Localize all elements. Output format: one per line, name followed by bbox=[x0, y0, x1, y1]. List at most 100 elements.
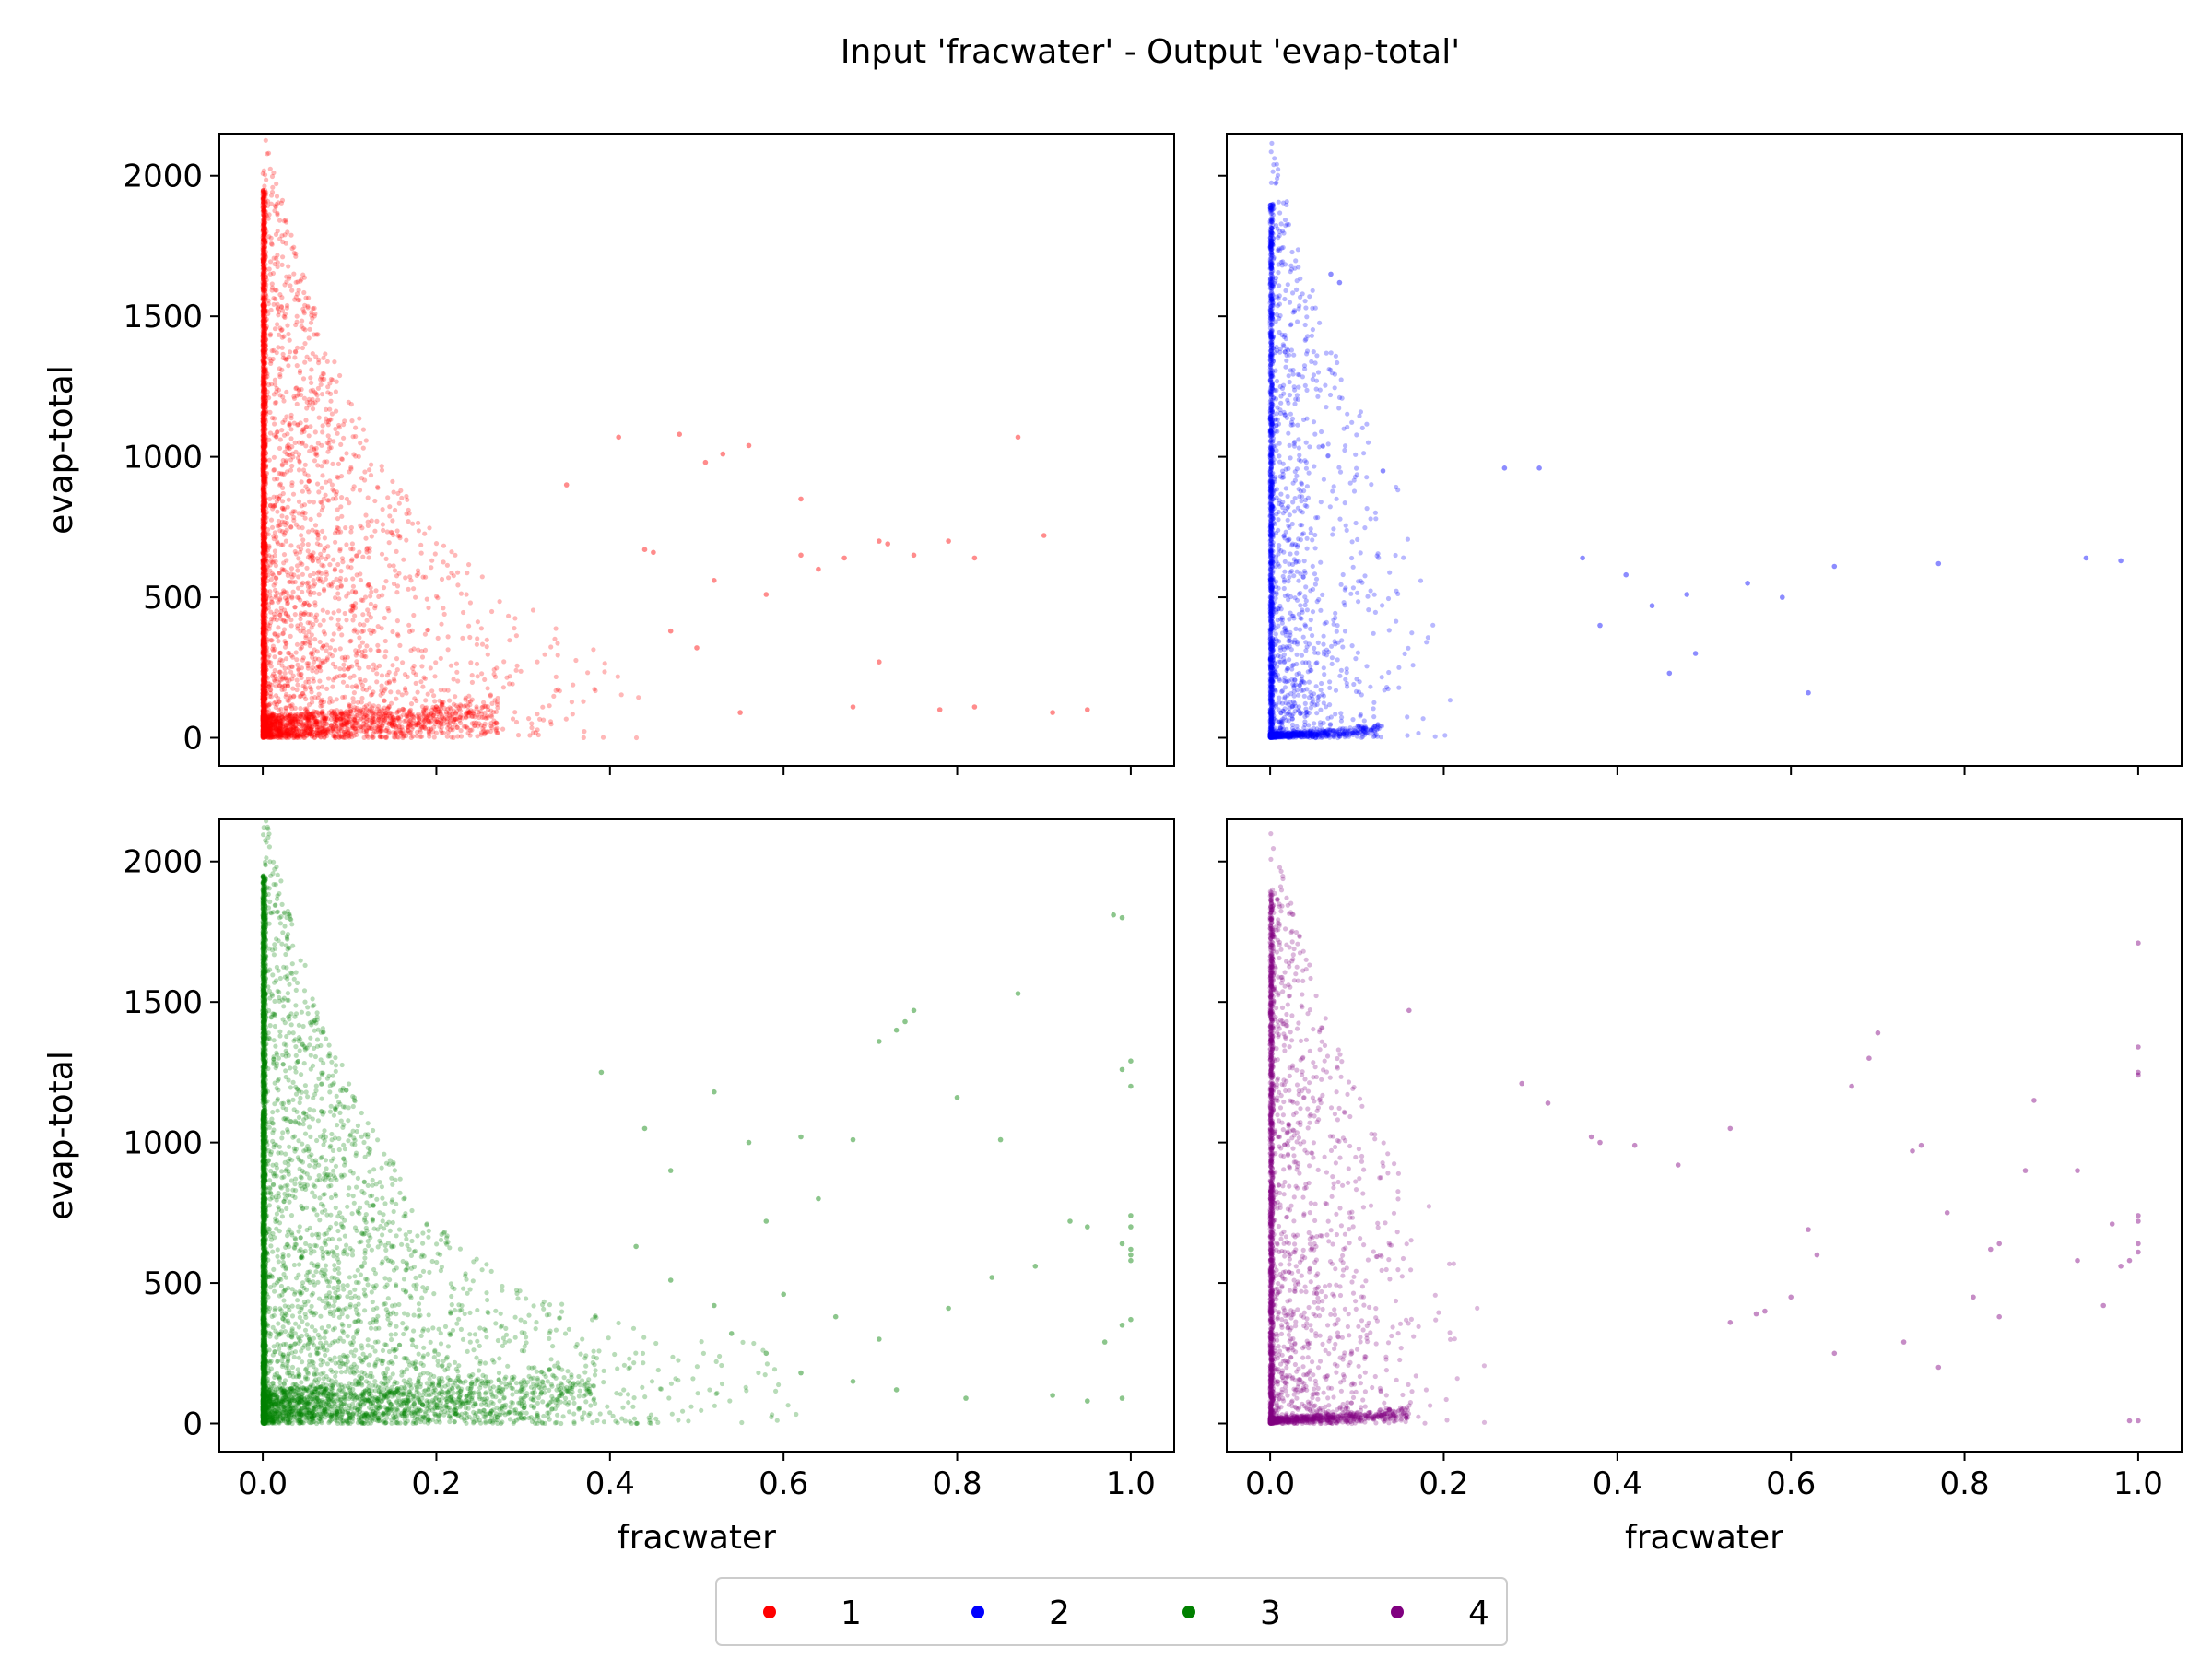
scatter-point bbox=[371, 662, 376, 667]
scatter-point bbox=[260, 474, 265, 479]
scatter-point bbox=[269, 382, 275, 387]
scatter-point bbox=[261, 406, 266, 411]
scatter-point bbox=[423, 707, 429, 713]
scatter-point bbox=[262, 704, 267, 710]
scatter-point bbox=[262, 667, 267, 674]
scatter-point bbox=[260, 390, 265, 395]
scatter-point bbox=[261, 714, 266, 720]
scatter-point bbox=[497, 599, 502, 605]
scatter-point bbox=[306, 717, 312, 723]
scatter-point bbox=[293, 723, 299, 728]
scatter-point bbox=[359, 640, 365, 645]
scatter-point bbox=[435, 635, 441, 641]
scatter-point bbox=[284, 274, 289, 279]
scatter-point bbox=[261, 584, 266, 590]
scatter-point bbox=[535, 727, 540, 733]
scatter-point bbox=[260, 547, 266, 552]
scatter-point bbox=[260, 545, 265, 550]
scatter-point bbox=[288, 543, 294, 548]
scatter-point bbox=[393, 507, 398, 513]
scatter-point bbox=[261, 538, 266, 544]
scatter-point bbox=[260, 668, 265, 675]
scatter-point bbox=[261, 453, 266, 459]
scatter-point bbox=[261, 259, 266, 265]
scatter-point bbox=[300, 325, 306, 332]
scatter-point bbox=[261, 286, 266, 291]
scatter-point bbox=[380, 723, 385, 728]
scatter-point bbox=[260, 717, 265, 723]
scatter-point bbox=[261, 283, 266, 288]
scatter-point bbox=[261, 412, 266, 418]
scatter-point bbox=[280, 239, 286, 245]
scatter-point bbox=[261, 589, 266, 595]
scatter-point bbox=[267, 502, 273, 509]
scatter-point bbox=[450, 711, 455, 716]
scatter-point bbox=[323, 492, 328, 498]
scatter-point bbox=[347, 608, 354, 614]
scatter-point bbox=[414, 572, 419, 579]
scatter-point bbox=[296, 722, 301, 727]
scatter-point bbox=[261, 710, 266, 715]
scatter-point bbox=[371, 715, 376, 721]
scatter-point bbox=[360, 629, 366, 634]
scatter-point bbox=[262, 591, 267, 597]
scatter-point bbox=[292, 348, 299, 354]
scatter-point bbox=[261, 558, 266, 564]
scatter-point bbox=[261, 350, 266, 356]
scatter-point bbox=[375, 624, 381, 629]
scatter-point bbox=[261, 375, 266, 382]
scatter-point bbox=[261, 488, 266, 493]
scatter-point bbox=[282, 232, 288, 238]
scatter-point bbox=[261, 512, 266, 518]
scatter-point bbox=[463, 703, 468, 709]
scatter-point bbox=[261, 725, 266, 731]
scatter-point bbox=[283, 523, 288, 528]
scatter-point bbox=[311, 716, 316, 722]
scatter-point bbox=[265, 301, 271, 307]
scatter-point bbox=[301, 600, 307, 606]
scatter-point bbox=[481, 714, 487, 720]
scatter-point bbox=[428, 665, 433, 671]
scatter-point bbox=[346, 719, 351, 725]
scatter-point bbox=[261, 713, 266, 720]
scatter-point bbox=[262, 724, 267, 730]
scatter-point bbox=[265, 547, 270, 553]
scatter-point bbox=[260, 550, 265, 557]
scatter-point bbox=[324, 686, 330, 692]
scatter-point bbox=[262, 545, 267, 550]
scatter-point bbox=[260, 726, 265, 733]
scatter-point bbox=[371, 720, 376, 725]
scatter-point bbox=[365, 735, 371, 740]
scatter-point bbox=[269, 719, 275, 724]
scatter-point bbox=[343, 712, 348, 717]
scatter-point bbox=[272, 654, 277, 660]
scatter-point bbox=[260, 582, 265, 587]
scatter-point bbox=[333, 647, 338, 653]
scatter-point bbox=[392, 568, 398, 573]
scatter-point bbox=[262, 463, 267, 468]
scatter-point bbox=[263, 241, 268, 246]
scatter-point bbox=[377, 663, 382, 669]
scatter-point bbox=[485, 729, 490, 735]
scatter-point bbox=[264, 571, 269, 576]
scatter-point bbox=[261, 638, 266, 643]
scatter-point bbox=[358, 441, 363, 446]
scatter-point bbox=[260, 534, 265, 539]
scatter-point bbox=[261, 342, 266, 347]
scatter-point bbox=[260, 728, 265, 734]
scatter-point bbox=[284, 527, 289, 533]
scatter-point bbox=[346, 591, 351, 596]
scatter-point bbox=[335, 622, 341, 628]
scatter-point bbox=[420, 684, 426, 689]
scatter-point bbox=[298, 672, 303, 677]
scatter-point bbox=[276, 726, 282, 732]
scatter-point bbox=[278, 303, 284, 310]
scatter-point bbox=[267, 503, 273, 509]
scatter-point bbox=[260, 450, 265, 455]
scatter-point bbox=[309, 732, 315, 737]
scatter-point bbox=[273, 382, 278, 387]
scatter-point bbox=[288, 719, 294, 724]
scatter-point bbox=[337, 646, 343, 652]
scatter-point bbox=[263, 212, 268, 218]
scatter-point bbox=[404, 537, 409, 543]
